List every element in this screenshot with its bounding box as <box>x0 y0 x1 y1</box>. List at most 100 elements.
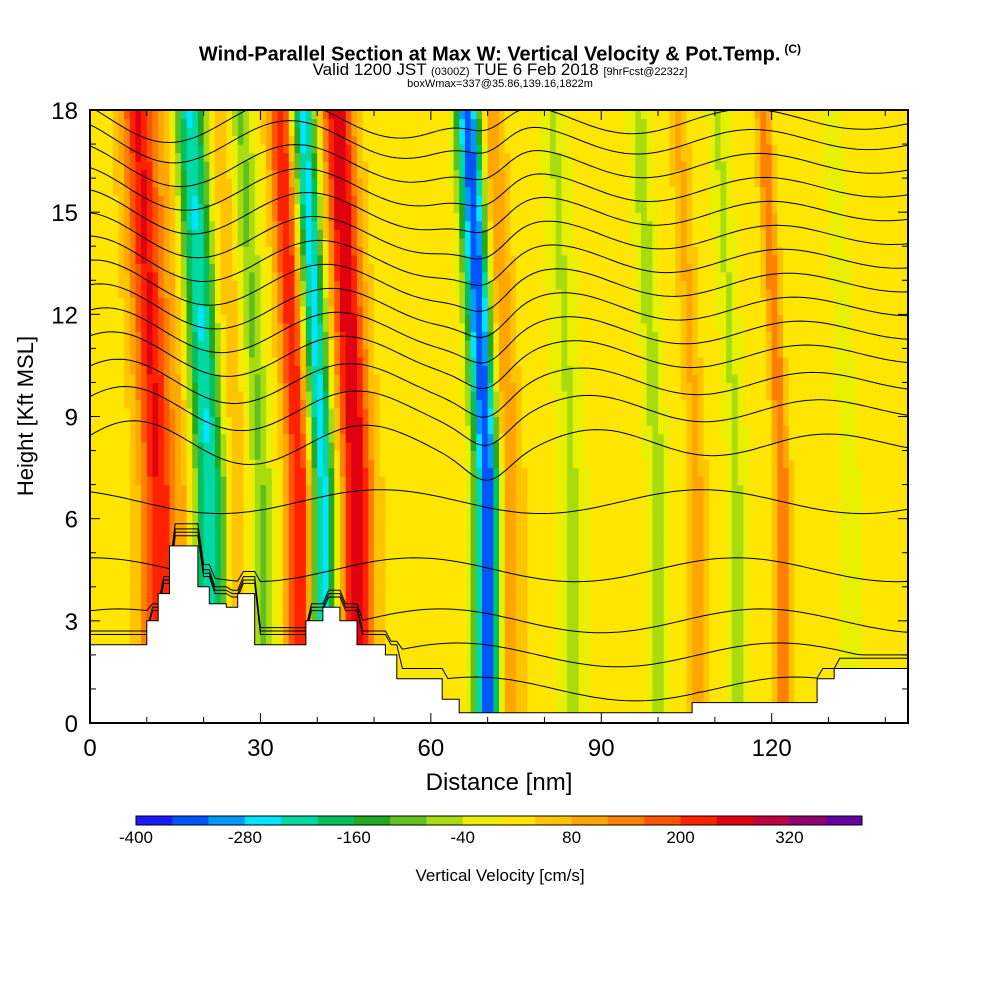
field-cell <box>232 535 239 545</box>
field-cell <box>447 127 455 137</box>
field-cell <box>271 390 279 401</box>
field-cell <box>243 365 250 375</box>
field-cell <box>447 288 455 298</box>
field-cell <box>402 484 409 494</box>
field-cell <box>135 467 142 477</box>
field-cell <box>163 382 171 392</box>
field-cell <box>356 510 364 520</box>
field-cell <box>339 110 347 120</box>
field-cell <box>112 552 119 562</box>
field-cell <box>351 127 358 137</box>
field-cell <box>288 527 296 537</box>
field-cell <box>356 373 364 384</box>
field-cell <box>317 263 324 273</box>
field-cell <box>112 612 119 622</box>
field-cell <box>391 246 398 256</box>
field-cell <box>237 484 244 494</box>
field-cell <box>328 263 335 273</box>
field-cell <box>436 612 443 622</box>
field-cell <box>277 407 284 418</box>
field-cell <box>283 110 290 120</box>
field-cell <box>124 637 131 647</box>
field-cell <box>283 629 290 639</box>
field-cell <box>305 527 313 537</box>
field-cell <box>311 373 318 384</box>
field-cell <box>141 254 148 264</box>
field-cell <box>141 416 148 426</box>
field-cell <box>402 373 409 384</box>
field-cell <box>118 348 125 358</box>
field-cell <box>90 595 97 605</box>
field-cell <box>447 450 455 460</box>
field-cell <box>396 425 404 435</box>
field-cell <box>266 348 273 358</box>
field-cell <box>152 305 159 315</box>
field-cell <box>163 339 171 349</box>
field-cell <box>254 229 262 239</box>
field-cell <box>277 144 284 154</box>
field-cell <box>214 314 222 324</box>
field-cell <box>260 442 267 452</box>
field-cell <box>391 620 398 630</box>
field-cell <box>470 518 477 528</box>
field-cell <box>396 646 404 656</box>
field-cell <box>146 280 154 290</box>
field-cell <box>442 195 449 205</box>
field-cell <box>476 135 483 145</box>
field-cell <box>408 356 415 367</box>
field-cell <box>379 314 386 324</box>
field-cell <box>175 348 182 358</box>
field-cell <box>112 493 119 503</box>
field-cell <box>266 518 273 528</box>
field-cell <box>260 527 267 537</box>
field-cell <box>453 322 460 332</box>
field-cell <box>294 280 301 290</box>
field-cell <box>141 603 148 613</box>
field-cell <box>112 416 119 426</box>
field-cell <box>95 373 102 384</box>
field-cell <box>232 569 239 579</box>
field-cell <box>266 569 273 579</box>
field-cell <box>374 144 381 154</box>
field-cell <box>283 510 290 520</box>
field-cell <box>90 390 97 401</box>
field-cell <box>339 569 347 579</box>
field-cell <box>254 356 262 367</box>
field-cell <box>141 280 148 290</box>
field-cell <box>391 637 398 647</box>
field-cell <box>90 382 97 392</box>
field-cell <box>271 442 279 452</box>
field-cell <box>288 246 296 256</box>
field-cell <box>339 416 347 426</box>
field-cell <box>300 212 307 222</box>
field-cell <box>453 144 460 154</box>
field-cell <box>402 407 409 418</box>
field-cell <box>180 484 188 494</box>
field-cell <box>442 178 449 188</box>
field-cell <box>396 144 404 154</box>
field-cell <box>481 705 489 716</box>
field-cell <box>243 305 250 315</box>
field-cell <box>283 569 290 579</box>
field-cell <box>311 186 318 196</box>
field-cell <box>402 552 409 562</box>
field-cell <box>203 382 210 392</box>
field-cell <box>192 425 199 435</box>
field-cell <box>402 442 409 452</box>
field-cell <box>249 535 256 545</box>
field-cell <box>322 263 330 273</box>
field-cell <box>362 425 369 435</box>
field-cell <box>266 416 273 426</box>
field-cell <box>197 237 205 247</box>
field-cell <box>163 254 171 264</box>
field-cell <box>95 135 102 145</box>
field-cell <box>209 203 216 213</box>
field-cell <box>379 237 386 247</box>
field-cell <box>169 161 176 171</box>
field-cell <box>277 425 284 435</box>
field-cell <box>368 169 375 179</box>
field-cell <box>396 229 404 239</box>
field-cell <box>453 186 460 196</box>
field-cell <box>442 382 449 392</box>
field-cell <box>311 459 318 469</box>
